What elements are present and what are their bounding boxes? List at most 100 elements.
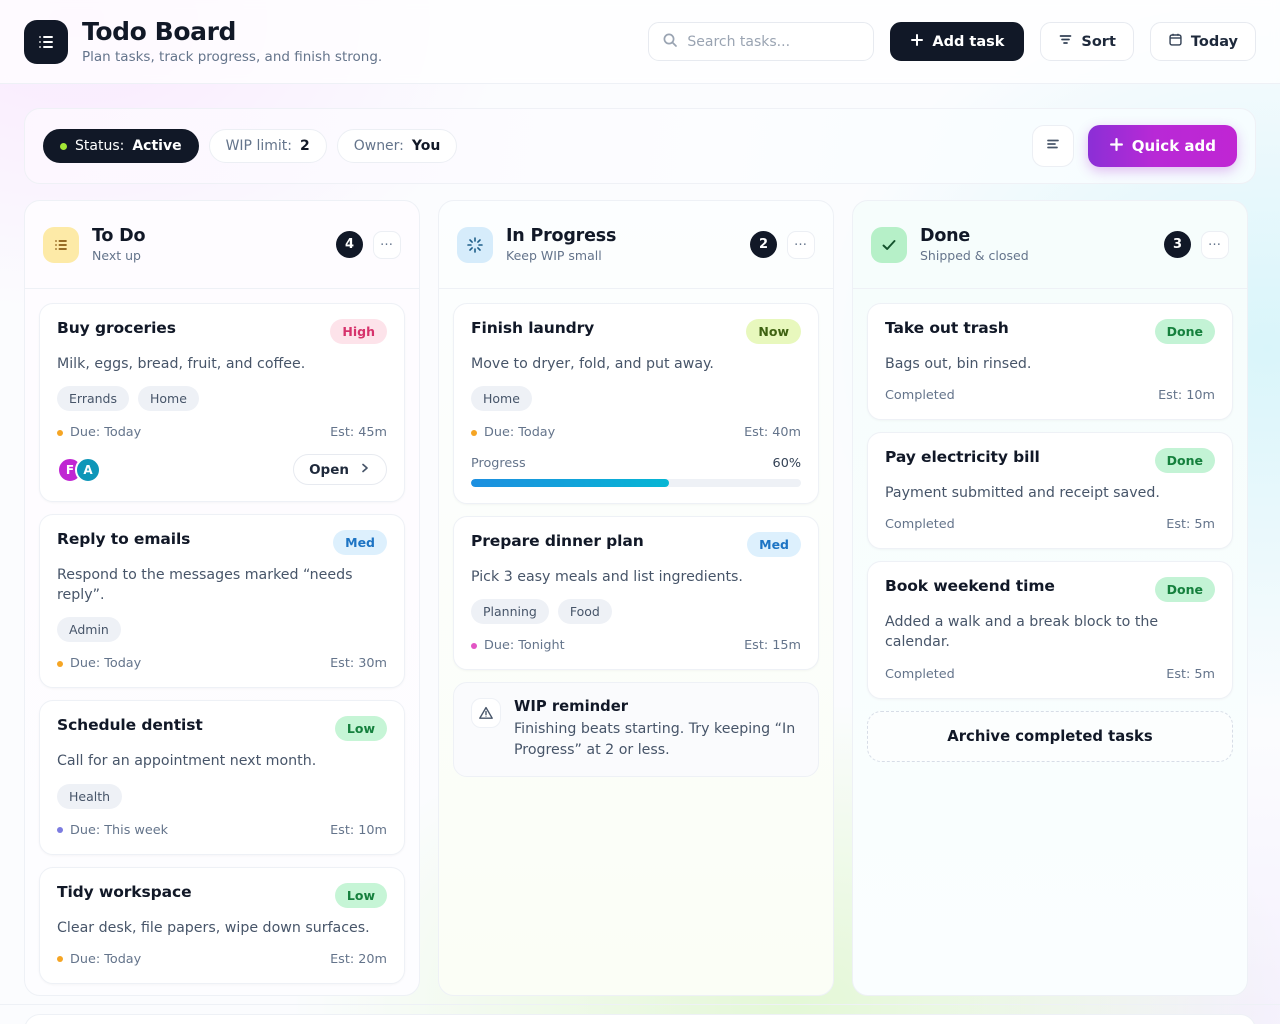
task-tags: Home bbox=[471, 386, 801, 412]
task-estimate: Est: 15m bbox=[744, 638, 801, 654]
open-task-button[interactable]: Open bbox=[293, 454, 387, 486]
task-card-header: Finish laundry Now bbox=[471, 319, 801, 344]
quick-add-button[interactable]: Quick add bbox=[1087, 125, 1237, 167]
task-description: Added a walk and a break block to the ca… bbox=[885, 614, 1159, 651]
add-task-label: Add task bbox=[932, 33, 1005, 50]
task-due: Due: This week bbox=[57, 823, 168, 838]
status-badge[interactable]: Status: Active bbox=[43, 129, 199, 163]
task-badge: Med bbox=[747, 532, 801, 558]
column-more-button[interactable]: … bbox=[787, 230, 815, 259]
task-card[interactable]: Book weekend time Done Added a walk and a … bbox=[867, 561, 1233, 699]
task-tag[interactable]: Admin bbox=[57, 617, 121, 643]
task-card[interactable]: Tidy workspace Low Clear desk, file papers… bbox=[39, 866, 405, 984]
sort-icon bbox=[1058, 32, 1073, 51]
task-badge: Low bbox=[334, 882, 387, 908]
task-tag[interactable]: Food bbox=[557, 599, 612, 625]
owner-value: You bbox=[411, 138, 441, 154]
page-divider bbox=[0, 1004, 1280, 1005]
wip-limit-value: 2 bbox=[299, 138, 310, 154]
avatar[interactable]: A bbox=[75, 456, 101, 483]
task-due: Completed bbox=[885, 388, 955, 403]
task-description: Clear desk, file papers, wipe down surfa… bbox=[57, 919, 370, 936]
column-title-wrap: In Progress Keep WIP small bbox=[506, 226, 616, 263]
due-dot-icon bbox=[57, 956, 63, 963]
task-tag[interactable]: Errands bbox=[57, 386, 129, 412]
sort-button[interactable]: Sort bbox=[1040, 22, 1134, 61]
task-title: Tidy workspace bbox=[57, 882, 192, 901]
column-more-button[interactable]: … bbox=[373, 230, 401, 259]
column-count-badge: 2 bbox=[750, 231, 777, 258]
task-meta: Due: Today Est: 30m bbox=[57, 656, 387, 671]
task-card[interactable]: Finish laundry Now Move to dryer, fold, an… bbox=[453, 303, 819, 505]
search-input[interactable] bbox=[687, 33, 861, 50]
task-description: Pick 3 easy meals and list ingredients. bbox=[471, 569, 743, 586]
open-task-label: Open bbox=[309, 461, 349, 478]
task-card[interactable]: Schedule dentist Low Call for an appointme… bbox=[39, 700, 405, 855]
task-card[interactable]: Buy groceries High Milk, eggs, bread, frui… bbox=[39, 303, 405, 503]
owner-pill[interactable]: Owner: You bbox=[336, 129, 458, 163]
plus-icon bbox=[1109, 137, 1124, 156]
task-meta: Due: Today Est: 45m bbox=[57, 425, 387, 440]
task-title: Prepare dinner plan bbox=[471, 532, 644, 551]
status-label: Status: bbox=[75, 138, 125, 154]
board-column-prog: In Progress Keep WIP small 2 … Finish laundr… bbox=[438, 200, 834, 996]
task-meta: Due: Today Est: 40m bbox=[471, 425, 801, 440]
task-card[interactable]: Prepare dinner plan Med Pick 3 easy meals … bbox=[453, 516, 819, 671]
owner-label: Owner: bbox=[353, 138, 404, 154]
task-progress-fill bbox=[471, 479, 669, 488]
task-card[interactable]: Reply to emails Med Respond to the message… bbox=[39, 514, 405, 689]
task-badge: Done bbox=[1154, 448, 1215, 474]
task-estimate: Est: 20m bbox=[330, 951, 387, 967]
wip-limit-pill[interactable]: WIP limit: 2 bbox=[208, 129, 327, 163]
task-tag[interactable]: Health bbox=[57, 783, 123, 809]
task-estimate: Est: 40m bbox=[744, 425, 801, 441]
warning-triangle-icon bbox=[471, 698, 501, 729]
archive-completed-button[interactable]: Archive completed tasks bbox=[867, 710, 1233, 762]
task-description: Call for an appointment next month. bbox=[57, 753, 317, 770]
column-subtitle: Shipped & closed bbox=[920, 248, 1029, 263]
page-subtitle: Plan tasks, track progress, and finish s… bbox=[82, 49, 383, 66]
brand: Todo Board Plan tasks, track progress, a… bbox=[24, 18, 383, 66]
board-column-done: Done Shipped & closed 3 … Take out trash Done… bbox=[852, 200, 1248, 996]
today-button[interactable]: Today bbox=[1149, 22, 1256, 61]
column-more-button[interactable]: … bbox=[1201, 230, 1229, 259]
column-title: To Do bbox=[92, 226, 146, 246]
column-count-badge: 3 bbox=[1164, 231, 1191, 258]
check-icon bbox=[871, 226, 907, 263]
task-badge: Now bbox=[746, 319, 801, 344]
due-dot-icon bbox=[57, 660, 63, 667]
task-badge: Done bbox=[1154, 577, 1215, 603]
task-progress-track bbox=[471, 479, 801, 488]
task-estimate: Est: 5m bbox=[1166, 666, 1215, 682]
task-card-header: Prepare dinner plan Med bbox=[471, 532, 801, 558]
task-tag[interactable]: Home bbox=[138, 386, 199, 412]
task-title: Schedule dentist bbox=[57, 716, 203, 735]
task-tag[interactable]: Planning bbox=[471, 599, 549, 625]
task-due-label: Completed bbox=[885, 388, 955, 404]
task-tag[interactable]: Home bbox=[471, 386, 532, 412]
task-due-label: Due: Today bbox=[70, 425, 142, 441]
column-header-actions: 4… bbox=[336, 230, 401, 259]
chevron-right-icon bbox=[359, 462, 371, 478]
task-estimate: Est: 45m bbox=[330, 425, 387, 441]
task-tags: Planning Food bbox=[471, 599, 801, 625]
notice-text: WIP reminder Finishing beats starting. Tr… bbox=[514, 698, 801, 760]
search-box[interactable] bbox=[648, 22, 875, 61]
task-card[interactable]: Pay electricity bill Done Payment submitte… bbox=[867, 432, 1233, 550]
task-meta: Due: Tonight Est: 15m bbox=[471, 638, 801, 653]
list-view-button[interactable] bbox=[1031, 125, 1074, 167]
task-card[interactable]: Take out trash Done Bags out, bin rinsed. C… bbox=[867, 303, 1233, 421]
plus-icon bbox=[910, 33, 924, 51]
task-card-header: Buy groceries High bbox=[57, 319, 387, 344]
due-dot-icon bbox=[471, 429, 477, 436]
calendar-icon bbox=[1168, 32, 1183, 51]
task-meta: Completed Est: 5m bbox=[885, 517, 1215, 532]
column-body: Take out trash Done Bags out, bin rinsed. C… bbox=[853, 289, 1247, 776]
task-meta: Completed Est: 5m bbox=[885, 667, 1215, 682]
add-task-button[interactable]: Add task bbox=[890, 22, 1025, 61]
list-lines-icon bbox=[1045, 136, 1061, 156]
task-description: Payment submitted and receipt saved. bbox=[885, 485, 1160, 502]
due-dot-icon bbox=[471, 642, 477, 649]
task-estimate: Est: 10m bbox=[330, 822, 387, 838]
